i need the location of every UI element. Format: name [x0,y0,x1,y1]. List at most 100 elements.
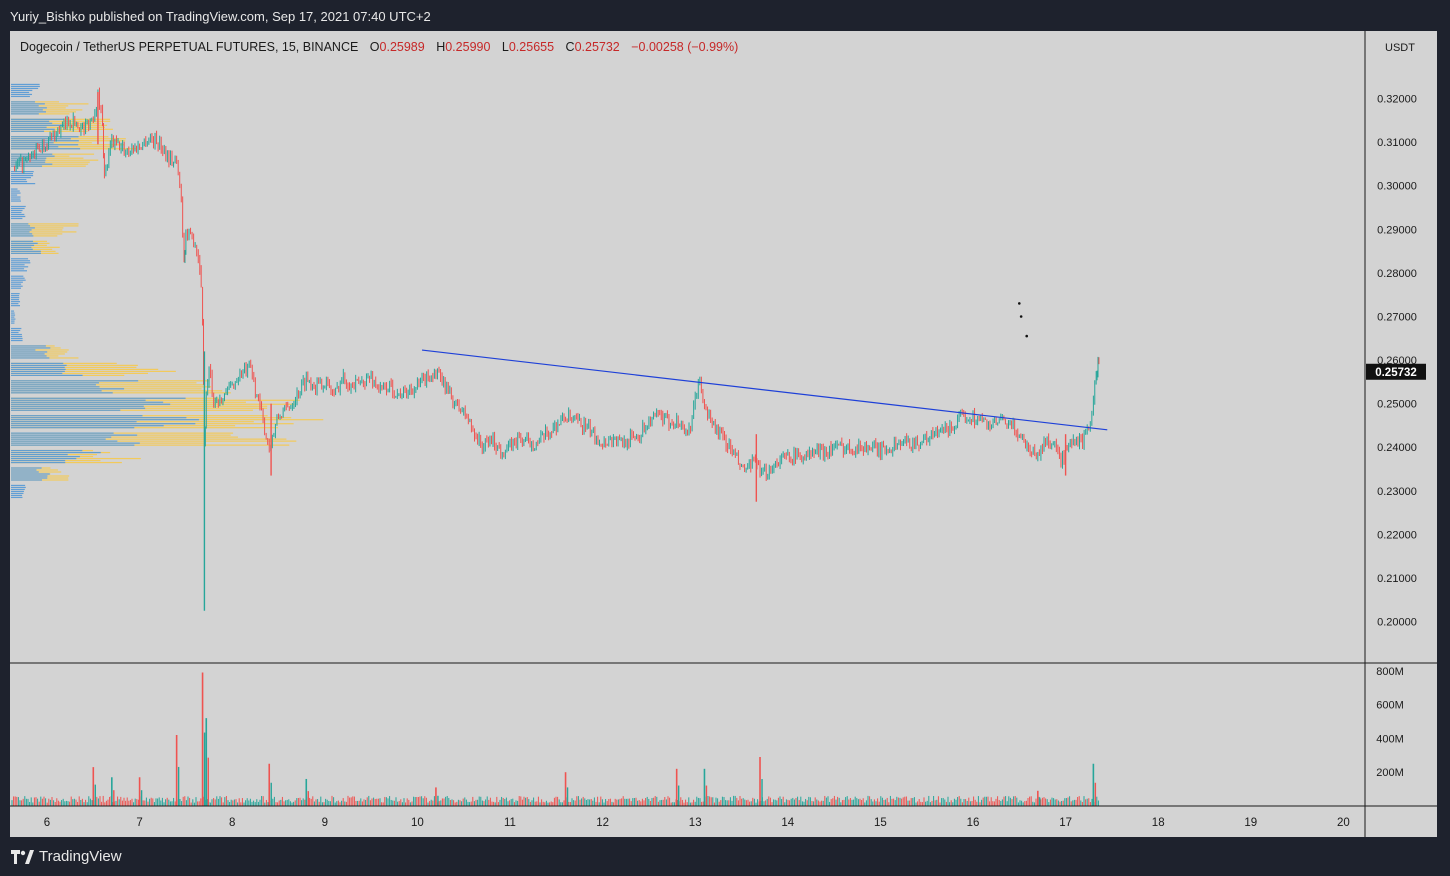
vp-bar-blue [11,275,24,277]
y-tick-label: 0.20000 [1377,617,1417,629]
vp-bar-blue [11,382,99,384]
vp-bar-blue [11,303,19,305]
vp-bar-blue [11,262,31,264]
vp-bar-blue [11,295,20,297]
vp-bar-yellow [11,146,114,148]
y-tick-label: 0.21000 [1377,573,1417,585]
vp-bar-blue [11,419,200,421]
currency-label: USDT [1385,42,1415,54]
vp-bar-blue [11,258,29,260]
vp-bar-blue [11,175,34,177]
vp-bar-blue [11,444,135,446]
vp-bar-yellow [11,153,95,155]
x-tick-label: 17 [1059,817,1072,829]
vp-bar-yellow [11,384,205,386]
vp-bar-blue [11,211,22,214]
vp-bar-blue [11,415,143,417]
x-tick-label: 12 [596,817,609,829]
vp-bar-yellow [11,440,297,442]
vp-bar-blue [11,327,22,330]
vp-bar-blue [11,279,26,281]
vp-bar-yellow [11,229,63,231]
vp-bar-blue [11,283,22,285]
vp-bar-blue [11,494,23,497]
vp-bar-blue [11,438,106,440]
vp-bar-blue [11,351,48,353]
vp-bar-blue [11,128,55,130]
vp-bar-blue [11,440,118,442]
vp-bar-blue [11,425,164,427]
vp-bar-yellow [11,231,77,233]
x-tick-label: 18 [1152,817,1165,829]
vp-bar-blue [11,161,46,163]
vp-bar-blue [11,205,26,208]
vp-bar-yellow [11,235,58,237]
vp-bar-blue [11,436,112,438]
vp-bar-blue [11,384,96,386]
vp-bar-blue [11,479,42,481]
vp-bar-blue [11,244,35,246]
chart-frame[interactable] [10,31,1437,837]
vp-bar-blue [11,173,34,175]
tradingview-logo[interactable]: TradingView [11,848,122,865]
high-label: H [436,40,446,54]
vp-bar-blue [11,467,42,469]
vp-bar-blue [11,227,35,229]
vp-bar-yellow [11,157,84,159]
vp-bar-blue [11,490,24,493]
open-value: 0.25989 [379,40,425,54]
vp-bar-blue [11,281,23,283]
vp-bar-blue [11,122,53,124]
publisher-line: Yuriy_Bishko published on TradingView.co… [10,9,431,24]
vp-bar-blue [11,297,20,299]
vp-bar-blue [11,316,15,318]
vp-bar-blue [11,277,25,279]
vp-bar-blue [11,405,144,407]
vp-bar-blue [11,85,40,88]
vp-bar-yellow [11,372,149,374]
vp-bar-blue [11,301,21,303]
vp-bar-blue [11,357,50,359]
vp-bar-blue [11,136,79,138]
volume-profile [11,83,324,499]
vp-bar-blue [11,388,125,390]
vp-bar-yellow [11,436,238,438]
vp-bar-blue [11,107,47,109]
vp-bar-yellow [11,130,88,132]
vp-bar-blue [11,126,47,128]
low-label: L [501,40,509,54]
vp-bar-yellow [11,390,223,392]
vp-bar-blue [11,335,23,338]
x-tick-label: 20 [1337,817,1350,829]
vp-bar-blue [11,451,101,454]
vp-bar-blue [11,386,100,388]
trendline[interactable] [421,349,1108,431]
vp-bar-blue [11,89,33,92]
vp-bar-yellow [11,399,300,401]
vp-bar-blue [11,179,27,181]
vp-bar-blue [11,113,39,115]
vp-bar-yellow [11,382,197,384]
vp-bar-blue [11,347,51,349]
close-label: C [565,40,575,54]
vp-bar-yellow [11,223,79,225]
vp-bar-yellow [11,225,79,227]
volume-tick-label: 800M [1376,666,1404,678]
vp-bar-blue [11,177,31,179]
vp-bar-yellow [11,364,138,366]
volume-tick-label: 200M [1376,767,1404,779]
vp-bar-yellow [11,362,117,364]
vp-bar-yellow [11,109,83,111]
vp-bar-blue [11,287,21,289]
vp-bar-yellow [11,165,86,167]
symbol-legend: Dogecoin / TetherUS PERPETUAL FUTURES, 1… [20,40,738,54]
vp-bar-blue [11,233,33,235]
x-tick-label: 11 [504,817,516,829]
vp-bar-blue [11,374,83,376]
vp-bar-blue [11,496,23,499]
vp-bar-blue [11,477,48,479]
vp-bar-blue [11,144,79,146]
dot-mark [1018,302,1021,305]
volume-axis: 800M 600M 400M 200M [1376,666,1404,779]
